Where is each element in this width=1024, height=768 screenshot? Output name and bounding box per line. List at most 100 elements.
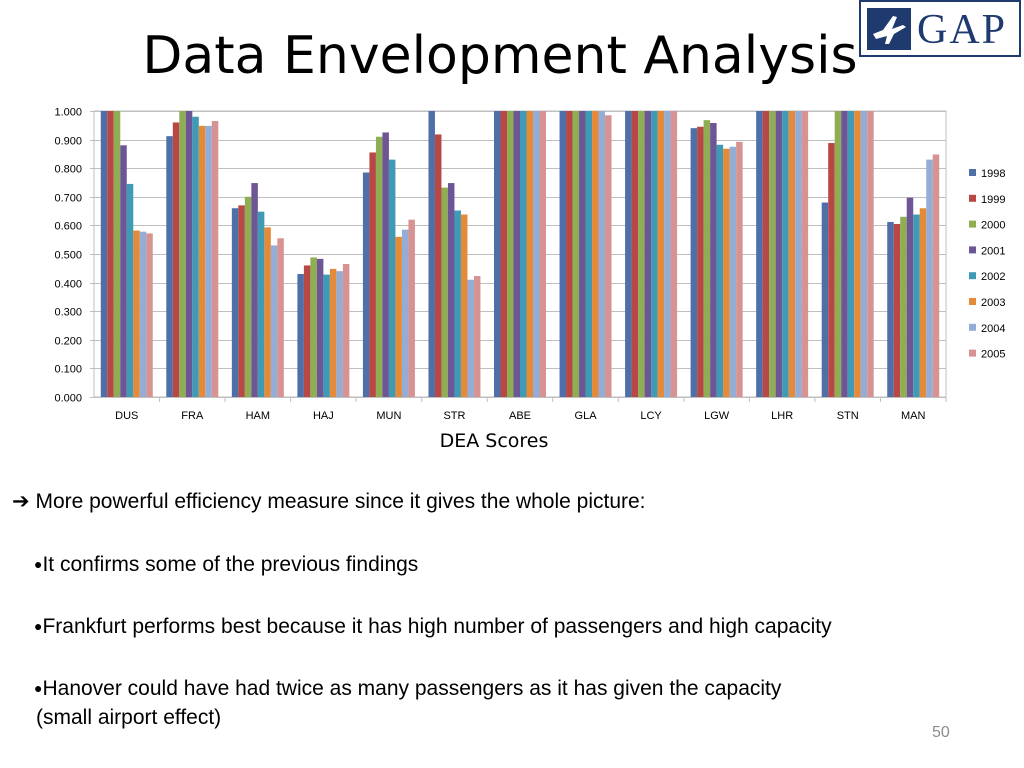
x-tick-label: ABE bbox=[509, 410, 531, 422]
bar-str-2001 bbox=[447, 183, 455, 397]
bar-gla-2000 bbox=[572, 111, 580, 397]
legend-label-1999: 1999 bbox=[981, 194, 1005, 206]
bar-stn-2000 bbox=[834, 111, 842, 397]
bar-fra-2005 bbox=[211, 121, 219, 397]
logo-text: GAP bbox=[917, 7, 1008, 53]
bar-str-2005 bbox=[473, 276, 481, 397]
bar-str-2000 bbox=[441, 187, 448, 397]
bar-fra-2000 bbox=[179, 111, 186, 397]
legend-label-1998: 1998 bbox=[981, 168, 1005, 180]
bullet-text: It confirms some of the previous finding… bbox=[42, 553, 419, 576]
bar-fra-1998 bbox=[166, 136, 173, 397]
x-tick-label: STN bbox=[837, 410, 859, 422]
legend-label-2000: 2000 bbox=[981, 220, 1005, 232]
x-tick-label: DUS bbox=[115, 410, 138, 422]
bar-gla-2004 bbox=[598, 111, 606, 397]
bar-str-2003 bbox=[460, 214, 468, 397]
bar-abe-2001 bbox=[513, 111, 520, 397]
bar-str-2004 bbox=[467, 279, 474, 397]
bar-stn-1998 bbox=[821, 202, 829, 397]
bar-str-2002 bbox=[454, 210, 461, 397]
bar-stn-1999 bbox=[828, 143, 835, 397]
bar-abe-2002 bbox=[520, 111, 527, 397]
legend-swatch-2001 bbox=[969, 246, 976, 254]
x-tick-label: MUN bbox=[376, 410, 401, 422]
y-tick-label: 1.000 bbox=[54, 107, 82, 119]
bar-gla-2005 bbox=[605, 115, 612, 397]
bar-mun-2002 bbox=[388, 159, 396, 397]
bar-abe-2004 bbox=[533, 111, 540, 397]
bar-abe-2000 bbox=[507, 111, 514, 397]
y-tick-label: 0.400 bbox=[54, 279, 82, 291]
bar-mun-2003 bbox=[395, 236, 402, 397]
bar-lcy-2001 bbox=[644, 111, 652, 397]
bar-lgw-2005 bbox=[736, 141, 743, 397]
bar-lgw-2004 bbox=[729, 146, 737, 397]
bar-fra-2001 bbox=[185, 111, 193, 397]
bar-man-1998 bbox=[887, 221, 894, 397]
legend-swatch-2000 bbox=[969, 220, 976, 228]
bar-haj-2000 bbox=[310, 257, 317, 397]
bar-lgw-2002 bbox=[716, 144, 724, 397]
bar-lhr-2005 bbox=[801, 111, 809, 397]
x-tick-label: LHR bbox=[771, 410, 793, 422]
bar-man-2002 bbox=[913, 214, 920, 397]
legend-label-2004: 2004 bbox=[981, 323, 1005, 335]
bullet-item: ●Hanover could have had twice as many pa… bbox=[34, 677, 781, 701]
x-tick-label: FRA bbox=[181, 410, 204, 422]
bar-lhr-2003 bbox=[788, 111, 796, 397]
bar-dus-2005 bbox=[146, 233, 153, 397]
bullet-dot-icon: ● bbox=[34, 680, 43, 696]
right-arrow-icon: ➔ bbox=[12, 490, 30, 513]
legend-swatch-1999 bbox=[969, 194, 976, 202]
bar-abe-2003 bbox=[526, 111, 533, 397]
bar-mun-1998 bbox=[362, 172, 370, 397]
slide-title: Data Envelopment Analysis bbox=[142, 26, 858, 86]
bar-lcy-2002 bbox=[651, 111, 658, 397]
bar-man-2004 bbox=[926, 159, 933, 397]
legend-swatch-1998 bbox=[969, 169, 976, 176]
x-tick-label: HAM bbox=[246, 410, 270, 422]
bar-dus-2004 bbox=[139, 231, 147, 397]
bar-man-2001 bbox=[906, 197, 914, 397]
x-tick-label: LGW bbox=[704, 410, 730, 422]
dea-bar-chart: 0.000 0.100 0.200 0.300 0.400 0.500 0.600 0.700… bbox=[54, 107, 1005, 453]
legend-label-2002: 2002 bbox=[981, 271, 1005, 283]
bar-haj-2003 bbox=[329, 268, 337, 397]
bar-ham-2001 bbox=[251, 183, 258, 397]
bar-stn-2005 bbox=[867, 111, 874, 397]
bar-man-2000 bbox=[900, 216, 907, 397]
bar-mun-2000 bbox=[375, 136, 383, 398]
bar-lgw-2001 bbox=[710, 123, 717, 398]
bullet-text: Frankfurt performs best because it has h… bbox=[42, 615, 832, 638]
bar-abe-1998 bbox=[494, 111, 501, 397]
bar-abe-1999 bbox=[500, 111, 507, 397]
arrow-line: ➔ More powerful efficiency measure since… bbox=[12, 489, 646, 514]
legend-swatch-2005 bbox=[969, 349, 976, 357]
bar-lhr-2001 bbox=[775, 111, 783, 397]
bar-lhr-1998 bbox=[756, 111, 763, 397]
bar-lcy-1998 bbox=[625, 111, 632, 397]
bar-fra-2004 bbox=[205, 125, 212, 397]
bar-mun-2005 bbox=[408, 219, 415, 397]
y-tick-label: 0.100 bbox=[54, 364, 82, 376]
bullet-text: Hanover could have had twice as many pas… bbox=[42, 677, 782, 700]
bar-man-2005 bbox=[932, 154, 940, 397]
bar-fra-1999 bbox=[172, 122, 180, 397]
bar-gla-1998 bbox=[559, 111, 567, 397]
x-tick-label: STR bbox=[443, 410, 465, 422]
bar-ham-2003 bbox=[264, 227, 271, 397]
bar-haj-1999 bbox=[303, 265, 311, 397]
y-tick-label: 0.800 bbox=[54, 164, 82, 176]
bar-man-1999 bbox=[893, 223, 901, 397]
bar-ham-2004 bbox=[270, 245, 278, 397]
bar-dus-2000 bbox=[113, 111, 121, 397]
bullet-item: ●Frankfurt performs best because it has … bbox=[34, 615, 832, 639]
x-tick-label: LCY bbox=[640, 410, 662, 422]
bar-dus-1998 bbox=[100, 111, 108, 397]
bar-lcy-2005 bbox=[670, 111, 678, 397]
y-tick-label: 0.500 bbox=[54, 250, 82, 262]
bar-dus-2003 bbox=[133, 230, 140, 397]
bar-stn-2001 bbox=[841, 111, 848, 397]
